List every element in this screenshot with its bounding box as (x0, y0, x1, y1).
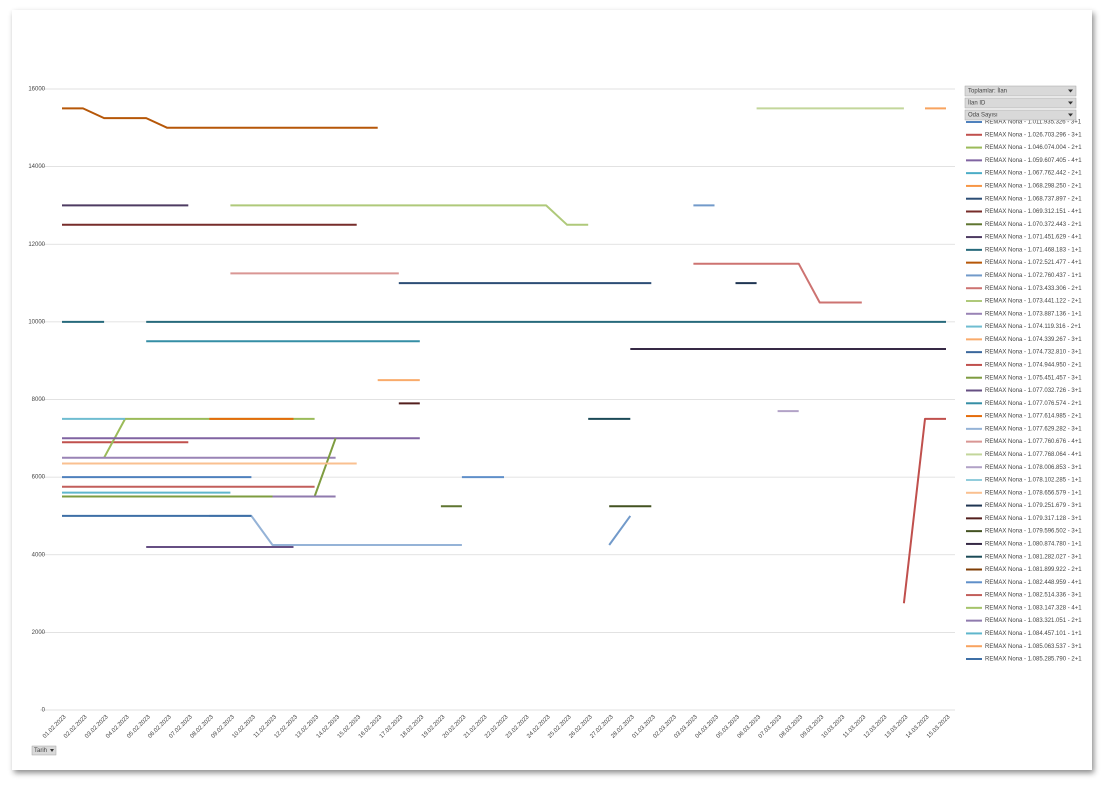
filter-button[interactable] (964, 97, 1077, 109)
legend-label: REMAX Nona - 1.080.874.780 - 1+1 (985, 542, 1082, 548)
legend-label: REMAX Nona - 1.071.468.183 - 1+1 (985, 247, 1082, 253)
legend-label: REMAX Nona - 1.081.899.922 - 2+1 (985, 567, 1082, 573)
series-line (230, 204, 589, 226)
y-tick-label: 10000 (28, 319, 45, 325)
legend-label: REMAX Nona - 1.068.298.250 - 2+1 (985, 184, 1082, 190)
dropdown-arrow (50, 749, 54, 752)
y-tick-label: 0 (42, 708, 46, 714)
legend-label: REMAX Nona - 1.059.607.405 - 4+1 (985, 158, 1082, 164)
dropdown-arrow (1068, 113, 1073, 117)
series-line (608, 204, 715, 546)
legend-label: REMAX Nona - 1.077.076.574 - 2+1 (985, 401, 1082, 407)
series-line (902, 417, 946, 604)
legend-label: REMAX Nona - 1.082.448.959 - 4+1 (985, 580, 1082, 586)
legend-label: REMAX Nona - 1.079.251.679 - 3+1 (985, 503, 1082, 509)
dropdown-arrow (1068, 89, 1073, 93)
legend-label: REMAX Nona - 1.078.102.285 - 1+1 (985, 478, 1082, 484)
legend-label: REMAX Nona - 1.069.312.151 - 4+1 (985, 209, 1082, 215)
legend-label: REMAX Nona - 1.082.514.336 - 3+1 (985, 593, 1082, 599)
legend-label: REMAX Nona - 1.077.629.282 - 3+1 (985, 426, 1082, 432)
legend-label: REMAX Nona - 1.077.614.985 - 2+1 (985, 414, 1082, 420)
legend-label: REMAX Nona - 1.083.321.051 - 2+1 (985, 618, 1082, 624)
legend-label: REMAX Nona - 1.085.285.790 - 2+1 (985, 657, 1082, 663)
legend-label: REMAX Nona - 1.070.372.443 - 2+1 (985, 222, 1082, 228)
legend-label: REMAX Nona - 1.085.063.537 - 3+1 (985, 644, 1082, 650)
filter-button[interactable] (964, 85, 1077, 97)
legend-label: REMAX Nona - 1.079.317.128 - 3+1 (985, 516, 1082, 522)
legend-label: REMAX Nona - 1.077.032.726 - 3+1 (985, 388, 1082, 394)
legend-label: REMAX Nona - 1.075.451.457 - 3+1 (985, 375, 1082, 381)
legend-label: REMAX Nona - 1.074.339.267 - 3+1 (985, 337, 1082, 343)
dropdown-arrow (1068, 101, 1073, 105)
legend-label: REMAX Nona - 1.077.768.064 - 4+1 (985, 452, 1082, 458)
legend-label: REMAX Nona - 1.072.521.477 - 4+1 (985, 260, 1082, 266)
legend-label: REMAX Nona - 1.079.596.502 - 3+1 (985, 529, 1082, 535)
filter-button-label: İlan ID (968, 100, 986, 107)
filter-button[interactable] (964, 109, 1077, 121)
legend-label: REMAX Nona - 1.073.433.306 - 2+1 (985, 286, 1082, 292)
legend-label: REMAX Nona - 1.011.935.326 - 3+1 (985, 120, 1082, 126)
y-tick-label: 8000 (32, 397, 46, 403)
legend-label: REMAX Nona - 1.078.006.853 - 3+1 (985, 465, 1082, 471)
axis-field-button[interactable] (31, 745, 57, 756)
y-tick-label: 6000 (32, 475, 46, 481)
filter-button-label: Toplamlar: İlan (968, 88, 1007, 95)
legend-label: REMAX Nona - 1.046.074.004 - 2+1 (985, 145, 1082, 151)
legend-label: REMAX Nona - 1.067.762.442 - 2+1 (985, 171, 1082, 177)
legend-label: REMAX Nona - 1.068.737.897 - 2+1 (985, 196, 1082, 202)
legend-label: REMAX Nona - 1.074.119.316 - 2+1 (985, 324, 1082, 330)
y-tick-label: 2000 (32, 630, 46, 636)
legend-label: REMAX Nona - 1.026.703.296 - 3+1 (985, 132, 1082, 138)
legend-label: REMAX Nona - 1.074.732.810 - 3+1 (985, 350, 1082, 356)
series-line (693, 262, 862, 304)
chart-frame (12, 10, 1092, 770)
legend-label: REMAX Nona - 1.077.760.676 - 4+1 (985, 439, 1082, 445)
legend-label: REMAX Nona - 1.073.887.136 - 1+1 (985, 311, 1082, 317)
legend-label: REMAX Nona - 1.084.457.101 - 1+1 (985, 631, 1082, 637)
legend-label: REMAX Nona - 1.081.282.027 - 3+1 (985, 554, 1082, 560)
y-tick-label: 14000 (28, 164, 45, 170)
filter-button-label: Oda Sayısı (968, 113, 998, 119)
y-tick-label: 16000 (28, 87, 45, 93)
axis-field-button-label: Tarih (34, 748, 47, 754)
legend-label: REMAX Nona - 1.072.760.437 - 1+1 (985, 273, 1082, 279)
legend-label: REMAX Nona - 1.071.451.629 - 4+1 (985, 235, 1082, 241)
series-line (62, 107, 378, 129)
legend-label: REMAX Nona - 1.073.441.122 - 2+1 (985, 299, 1082, 305)
y-tick-label: 12000 (28, 242, 45, 248)
legend-label: REMAX Nona - 1.078.656.579 - 1+1 (985, 490, 1082, 496)
legend-label: REMAX Nona - 1.083.147.328 - 4+1 (985, 605, 1082, 611)
legend-label: REMAX Nona - 1.074.944.950 - 2+1 (985, 363, 1082, 369)
y-tick-label: 4000 (32, 552, 46, 558)
